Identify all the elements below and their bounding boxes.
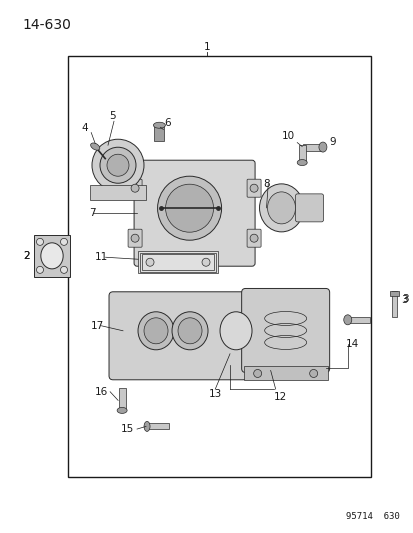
- Ellipse shape: [144, 422, 150, 431]
- FancyBboxPatch shape: [295, 194, 323, 222]
- Text: 7: 7: [89, 208, 95, 218]
- Ellipse shape: [92, 139, 144, 191]
- FancyBboxPatch shape: [134, 160, 254, 266]
- Text: 14-630: 14-630: [22, 18, 71, 32]
- Text: 2: 2: [23, 251, 30, 261]
- Bar: [243, 367, 327, 381]
- Text: 17: 17: [91, 321, 104, 331]
- Text: 13: 13: [208, 389, 221, 399]
- Ellipse shape: [144, 318, 168, 344]
- Circle shape: [146, 258, 154, 266]
- Bar: [299, 144, 306, 163]
- Circle shape: [249, 234, 257, 242]
- Text: 4: 4: [82, 123, 88, 133]
- Circle shape: [131, 234, 139, 242]
- Ellipse shape: [172, 312, 207, 350]
- Text: 10: 10: [281, 131, 294, 141]
- Ellipse shape: [165, 184, 213, 232]
- Circle shape: [60, 238, 67, 245]
- Ellipse shape: [117, 407, 127, 414]
- Text: 5: 5: [109, 111, 116, 121]
- Bar: [302, 143, 322, 151]
- Bar: [68, 56, 370, 477]
- Text: 12: 12: [273, 392, 287, 402]
- Circle shape: [131, 184, 139, 192]
- Circle shape: [202, 258, 209, 266]
- Bar: [138, 251, 218, 273]
- Ellipse shape: [153, 122, 165, 128]
- FancyBboxPatch shape: [247, 179, 261, 197]
- Bar: [392, 291, 396, 317]
- Bar: [154, 125, 164, 141]
- Ellipse shape: [100, 147, 135, 183]
- Circle shape: [36, 266, 43, 273]
- Text: 3: 3: [401, 294, 408, 304]
- Ellipse shape: [219, 312, 252, 350]
- Ellipse shape: [107, 154, 129, 176]
- Text: 1: 1: [203, 42, 210, 52]
- Ellipse shape: [259, 184, 303, 232]
- Bar: [34, 235, 70, 277]
- Text: 9: 9: [328, 136, 335, 147]
- Ellipse shape: [41, 243, 63, 269]
- Text: 95714  630: 95714 630: [345, 512, 399, 521]
- Ellipse shape: [297, 159, 306, 166]
- Ellipse shape: [267, 192, 295, 224]
- Bar: [90, 185, 146, 200]
- FancyBboxPatch shape: [128, 179, 142, 197]
- Circle shape: [253, 369, 261, 377]
- FancyBboxPatch shape: [109, 292, 247, 380]
- Ellipse shape: [90, 143, 100, 150]
- Text: 14: 14: [345, 339, 358, 349]
- Ellipse shape: [138, 312, 173, 350]
- Text: 8: 8: [262, 179, 269, 189]
- Ellipse shape: [318, 142, 326, 152]
- Circle shape: [60, 266, 67, 273]
- FancyBboxPatch shape: [128, 229, 142, 247]
- Text: 11: 11: [95, 252, 108, 262]
- Bar: [142, 254, 214, 270]
- Bar: [389, 291, 399, 296]
- Text: 3: 3: [400, 295, 407, 305]
- FancyBboxPatch shape: [247, 229, 261, 247]
- Bar: [119, 389, 126, 410]
- Text: 15: 15: [121, 424, 134, 434]
- FancyBboxPatch shape: [241, 288, 329, 373]
- Ellipse shape: [343, 315, 351, 325]
- Text: 16: 16: [95, 387, 108, 397]
- Circle shape: [249, 184, 257, 192]
- Circle shape: [36, 238, 43, 245]
- Bar: [140, 253, 216, 272]
- Circle shape: [309, 369, 317, 377]
- Bar: [147, 423, 169, 430]
- Ellipse shape: [157, 176, 221, 240]
- Ellipse shape: [178, 318, 202, 344]
- Text: 2: 2: [23, 251, 30, 261]
- Bar: [347, 317, 369, 323]
- Text: 6: 6: [164, 118, 171, 128]
